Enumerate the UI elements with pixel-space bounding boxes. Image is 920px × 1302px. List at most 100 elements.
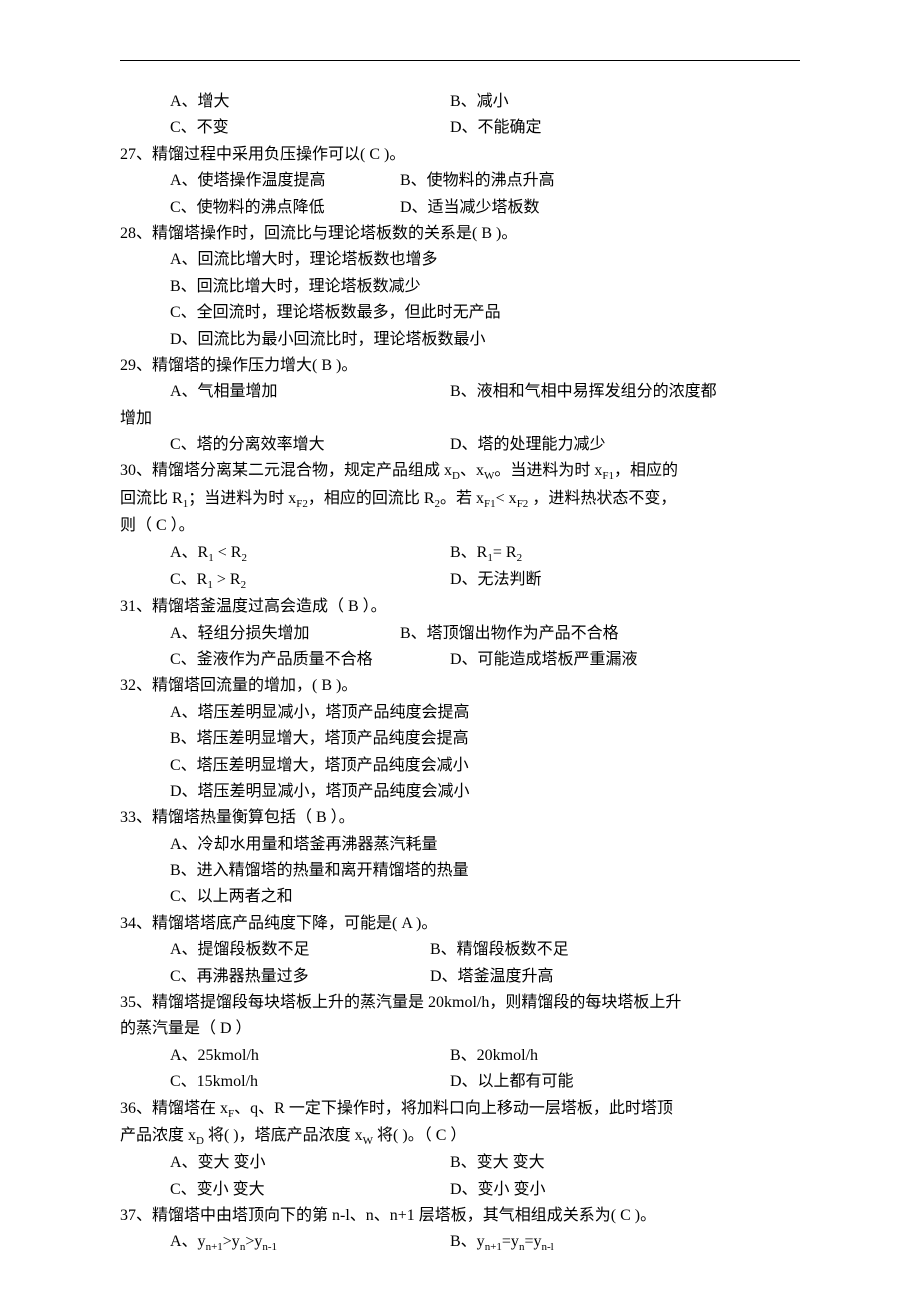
q30-s1c: 。当进料为时 x	[494, 462, 602, 479]
q28-option-c: C、全回流时，理论塔板数最多，但此时无产品	[120, 300, 800, 326]
q37-b-m1: =y	[502, 1233, 519, 1250]
q30-s2d: 。若 x	[440, 490, 484, 507]
q33-option-b: B、进入精馏塔的热量和离开精馏塔的热量	[120, 858, 800, 884]
q34-row2: C、再沸器热量过多 D、塔釜温度升高	[120, 964, 800, 990]
q35-option-b: B、20kmol/h	[450, 1043, 538, 1069]
q36-stem-line1: 36、精馏塔在 xF、q、R 一定下操作时，将加料口向上移动一层塔板，此时塔顶	[120, 1096, 800, 1123]
top-divider	[120, 60, 800, 61]
q37-b-np1: n+1	[485, 1242, 502, 1254]
q31-option-c: C、釜液作为产品质量不合格	[170, 647, 450, 673]
q36-s2b: 将( )，塔底产品浓度 x	[204, 1127, 363, 1144]
q34-stem: 34、精馏塔塔底产品纯度下降，可能是( A )。	[120, 911, 800, 937]
q28-option-a: A、回流比增大时，理论塔板数也增多	[120, 247, 800, 273]
q27-option-a: A、使塔操作温度提高	[170, 168, 400, 194]
q36-option-a: A、变大 变小	[170, 1150, 450, 1176]
q29-stem: 29、精馏塔的操作压力增大( B )。	[120, 353, 800, 379]
q30-b-2: 2	[517, 552, 523, 564]
q30-sub-f1b: F1	[484, 498, 496, 510]
q30-sub-f1: F1	[602, 471, 614, 483]
q36-sub-d: D	[196, 1135, 204, 1147]
q37-a-nm1: n-1	[262, 1242, 277, 1254]
q29-row1: A、气相量增加 B、液相和气相中易挥发组分的浓度都	[120, 379, 800, 405]
q35-option-d: D、以上都有可能	[450, 1069, 574, 1095]
q31-stem: 31、精馏塔釜温度过高会造成（ B ）。	[120, 594, 800, 620]
q37-b-nm1: n-l	[541, 1242, 553, 1254]
q26-options-row2: C、不变 D、不能确定	[120, 115, 800, 141]
q29-option-c: C、塔的分离效率增大	[170, 432, 450, 458]
q30-row1: A、R1 < R2 B、R1= R2	[120, 540, 800, 567]
q30-s2a: 回流比 R	[120, 490, 183, 507]
q30-b-mid: = R	[493, 544, 517, 561]
q30-option-b: B、R1= R2	[450, 540, 522, 567]
q29-row2: C、塔的分离效率增大 D、塔的处理能力减少	[120, 432, 800, 458]
q32-option-d: D、塔压差明显减小，塔顶产品纯度会减小	[120, 779, 800, 805]
q30-s2b: ；当进料为时 x	[188, 490, 296, 507]
q30-c-2: 2	[241, 579, 247, 591]
q30-b-pre: B、R	[450, 544, 487, 561]
q30-s2f: ，进料热状态不变，	[528, 490, 676, 507]
q29-option-a: A、气相量增加	[170, 379, 450, 405]
q27-option-d: D、适当减少塔板数	[400, 195, 540, 221]
q29-option-d: D、塔的处理能力减少	[450, 432, 606, 458]
q34-option-b: B、精馏段板数不足	[430, 937, 569, 963]
q31-option-d: D、可能造成塔板严重漏液	[450, 647, 638, 673]
q35-stem-line1: 35、精馏塔提馏段每块塔板上升的蒸汽量是 20kmol/h，则精馏段的每块塔板上…	[120, 990, 800, 1016]
q35-row2: C、15kmol/h D、以上都有可能	[120, 1069, 800, 1095]
q34-row1: A、提馏段板数不足 B、精馏段板数不足	[120, 937, 800, 963]
q32-option-a: A、塔压差明显减小，塔顶产品纯度会提高	[120, 700, 800, 726]
q35-option-a: A、25kmol/h	[170, 1043, 450, 1069]
q30-s2e: < x	[496, 490, 517, 507]
q34-option-a: A、提馏段板数不足	[170, 937, 430, 963]
q30-sub-d: D	[452, 471, 460, 483]
q36-s2a: 产品浓度 x	[120, 1127, 196, 1144]
q30-sub-f2b: F2	[517, 498, 529, 510]
q35-option-c: C、15kmol/h	[170, 1069, 450, 1095]
q29-option-b: B、液相和气相中易挥发组分的浓度都	[450, 379, 717, 405]
q32-stem: 32、精馏塔回流量的增加，( B )。	[120, 673, 800, 699]
q37-option-a: A、yn+1>yn>yn-1	[170, 1229, 450, 1256]
q36-row2: C、变小 变大 D、变小 变小	[120, 1177, 800, 1203]
q26-option-b: B、减小	[450, 89, 509, 115]
q36-row1: A、变大 变小 B、变大 变大	[120, 1150, 800, 1176]
q37-a-np1: n+1	[206, 1242, 223, 1254]
q31-row1: A、轻组分损失增加 B、塔顶馏出物作为产品不合格	[120, 621, 800, 647]
q30-c-pre: C、R	[170, 571, 207, 588]
q30-option-c: C、R1 > R2	[170, 567, 450, 594]
q30-s1b: 、x	[460, 462, 484, 479]
q36-option-d: D、变小 变小	[450, 1177, 546, 1203]
q30-stem-line3: 则（ C ）。	[120, 513, 800, 539]
q30-option-a: A、R1 < R2	[170, 540, 450, 567]
q30-s1d: ，相应的	[614, 462, 678, 479]
q27-row1: A、使塔操作温度提高 B、使物料的沸点升高	[120, 168, 800, 194]
q30-stem-line2: 回流比 R1；当进料为时 xF2，相应的回流比 R2。若 xF1< xF2 ，进…	[120, 486, 800, 513]
q37-row1: A、yn+1>yn>yn-1 B、yn+1=yn=yn-l	[120, 1229, 800, 1256]
q30-c-mid: > R	[213, 571, 241, 588]
q30-a-mid: < R	[214, 544, 242, 561]
q27-row2: C、使物料的沸点降低 D、适当减少塔板数	[120, 195, 800, 221]
q29-option-b-cont: 增加	[120, 406, 800, 432]
q37-option-b: B、yn+1=yn=yn-l	[450, 1229, 554, 1256]
q34-option-c: C、再沸器热量过多	[170, 964, 430, 990]
q30-option-d: D、无法判断	[450, 567, 542, 594]
q27-stem: 27、精馏过程中采用负压操作可以( C )。	[120, 142, 800, 168]
q32-option-b: B、塔压差明显增大，塔顶产品纯度会提高	[120, 726, 800, 752]
q27-option-b: B、使物料的沸点升高	[400, 168, 555, 194]
q30-sub-w: W	[484, 471, 494, 483]
q37-b-m2: =y	[524, 1233, 541, 1250]
q31-option-a: A、轻组分损失增加	[170, 621, 400, 647]
q37-stem: 37、精馏塔中由塔顶向下的第 n-l、n、n+1 层塔板，其气相组成关系为( C…	[120, 1203, 800, 1229]
q26-option-d: D、不能确定	[450, 115, 542, 141]
q36-stem-line2: 产品浓度 xD 将( )，塔底产品浓度 xW 将( )。（ C ）	[120, 1123, 800, 1150]
q36-s2c: 将( )。（ C ）	[373, 1127, 466, 1144]
q33-option-c: C、以上两者之和	[120, 884, 800, 910]
q31-option-b: B、塔顶馏出物作为产品不合格	[400, 621, 619, 647]
q37-b-pre: B、y	[450, 1233, 485, 1250]
q35-stem-line2: 的蒸汽量是（ D ）	[120, 1016, 800, 1042]
document-page: A、增大 B、减小 C、不变 D、不能确定 27、精馏过程中采用负压操作可以( …	[0, 0, 920, 1297]
q37-a-pre: A、y	[170, 1233, 206, 1250]
q36-s1a: 36、精馏塔在 x	[120, 1100, 228, 1117]
q36-option-b: B、变大 变大	[450, 1150, 545, 1176]
q37-a-m2: >y	[245, 1233, 262, 1250]
q36-s1b: 、q、R 一定下操作时，将加料口向上移动一层塔板，此时塔顶	[234, 1100, 673, 1117]
q37-a-m1: >y	[223, 1233, 240, 1250]
